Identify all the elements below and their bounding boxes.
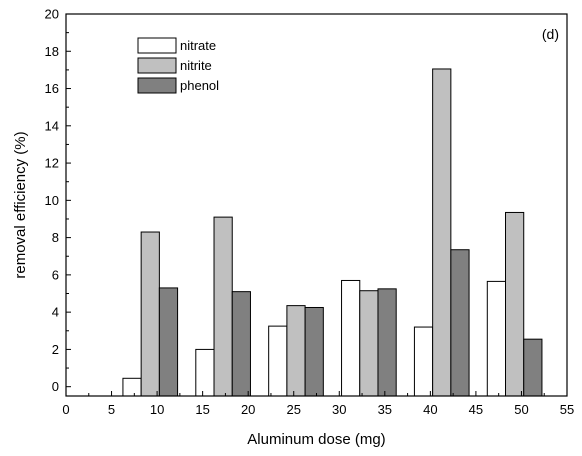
x-tick-label-55: 55 (560, 402, 574, 417)
y-tick-label-2: 2 (52, 342, 59, 357)
bar-nitrite-25 (286, 305, 306, 397)
y-tick-label-0: 0 (52, 379, 59, 394)
bar-nitrite-15 (213, 216, 233, 397)
y-tick-label-18: 18 (45, 44, 59, 59)
bar-nitrate-10 (122, 377, 142, 397)
bar-phenol-25 (304, 306, 324, 397)
x-tick-label-0: 0 (62, 402, 69, 417)
legend-label-phenol: phenol (180, 78, 219, 93)
legend-swatch-nitrite (137, 57, 177, 74)
y-tick-label-10: 10 (45, 193, 59, 208)
bar-nitrate-50 (486, 280, 507, 397)
panel-label: (d) (542, 26, 559, 42)
x-tick-label-40: 40 (423, 402, 437, 417)
bar-nitrate-30 (341, 279, 361, 397)
y-tick-label-6: 6 (52, 267, 59, 282)
x-tick-label-30: 30 (332, 402, 346, 417)
y-tick-label-16: 16 (45, 81, 59, 96)
bar-phenol-15 (231, 291, 251, 397)
legend-label-nitrate: nitrate (180, 38, 216, 53)
bars-group (122, 68, 543, 397)
x-tick-label-50: 50 (514, 402, 528, 417)
x-tick-label-35: 35 (378, 402, 392, 417)
y-tick-label-4: 4 (52, 305, 59, 320)
x-tick-label-5: 5 (108, 402, 115, 417)
y-tick-label-14: 14 (45, 118, 59, 133)
bar-nitrate-25 (268, 325, 288, 397)
x-tick-label-10: 10 (150, 402, 164, 417)
legend-swatch-phenol (137, 77, 177, 94)
ticks-group: 0 5 10 15 20 25 30 35 40 45 50 55 0 2 4 6 8 10 12 14 16 18 20 (45, 7, 575, 418)
bar-phenol-10 (158, 287, 179, 397)
bar-nitrite-10 (140, 231, 160, 397)
y-tick-label-8: 8 (52, 230, 59, 245)
legend-label-nitrite: nitrite (180, 58, 212, 73)
legend: nitrate nitrite phenol (137, 37, 219, 94)
bar-nitrate-15 (195, 348, 215, 397)
bar-phenol-40 (450, 249, 470, 397)
x-tick-label-20: 20 (241, 402, 255, 417)
bar-phenol-50 (523, 338, 543, 397)
legend-swatch-nitrate (137, 37, 177, 54)
bar-nitrate-40 (413, 326, 434, 397)
y-axis-title: removal efficiency (%) (12, 131, 29, 278)
x-tick-label-15: 15 (195, 402, 209, 417)
bar-phenol-30 (377, 288, 397, 397)
y-tick-label-12: 12 (45, 156, 59, 171)
x-axis-title: Aluminum dose (mg) (247, 431, 385, 448)
bar-nitrite-50 (505, 211, 525, 397)
bar-nitrite-40 (432, 68, 452, 397)
x-tick-label-25: 25 (286, 402, 300, 417)
x-tick-label-45: 45 (469, 402, 483, 417)
y-tick-label-20: 20 (45, 7, 59, 22)
bar-nitrite-30 (359, 290, 379, 397)
